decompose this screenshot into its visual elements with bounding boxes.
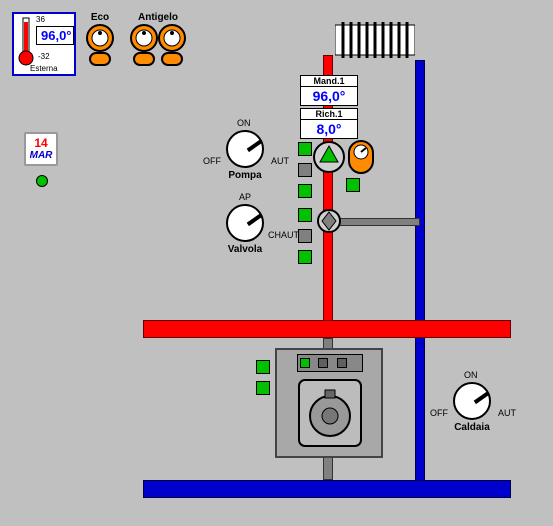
indicator-green <box>298 184 312 198</box>
valve-icon <box>316 208 342 234</box>
calendar-month: MAR <box>26 150 56 162</box>
caldaia-control[interactable]: ON OFF AUT Caldaia <box>432 370 512 433</box>
thermo-caption: Esterna <box>30 64 58 73</box>
radiator-icon <box>335 20 415 60</box>
pompa-knob[interactable] <box>226 130 264 168</box>
burner-unit <box>275 348 383 458</box>
rich-label: Rich.1 <box>301 109 357 120</box>
pump-indicator-group <box>298 142 312 203</box>
thermometer-icon <box>16 16 36 66</box>
pompa-label: Pompa <box>205 170 285 181</box>
cold-horizontal-pipe <box>143 480 511 498</box>
valvola-chaut-label: CHAUT <box>268 230 299 240</box>
valvola-control[interactable]: AP CHAUT Valvola <box>205 192 285 255</box>
thermo-value: 96,0° <box>37 27 73 44</box>
indicator-grey <box>298 163 312 177</box>
eco-label: Eco <box>85 12 115 23</box>
caldaia-aut-label: AUT <box>498 408 516 418</box>
indicator-green <box>256 381 270 395</box>
pump-icon <box>312 140 346 174</box>
mand-label: Mand.1 <box>301 76 357 87</box>
indicator-green <box>256 360 270 374</box>
valvola-knob[interactable] <box>226 204 264 242</box>
pompa-aut-label: AUT <box>271 156 289 166</box>
burner-led-grey <box>337 358 347 368</box>
valvola-label: Valvola <box>205 244 285 255</box>
thermometer-panel: 36 96,0° -32 Esterna <box>12 12 76 76</box>
status-led <box>36 175 48 187</box>
antigelo-label: Antigelo <box>128 12 188 23</box>
indicator-grey <box>298 229 312 243</box>
caldaia-knob[interactable] <box>453 382 491 420</box>
hot-horizontal-pipe <box>143 320 511 338</box>
thermo-scale-bottom: -32 <box>38 52 50 61</box>
rich-value: 8,0° <box>301 120 357 138</box>
antigelo-dial-icon <box>128 23 188 67</box>
caldaia-off-label: OFF <box>430 408 448 418</box>
caldaia-on-label: ON <box>464 370 478 380</box>
thermo-scale-top: 36 <box>36 15 45 24</box>
burner-led-green <box>300 358 310 368</box>
burner-led-grey <box>318 358 328 368</box>
valvola-ap-label: AP <box>239 192 251 202</box>
indicator-green <box>298 142 312 156</box>
actuator-icon <box>346 138 376 176</box>
mand-readout: Mand.1 96,0° <box>300 75 358 106</box>
valve-indicator-group <box>298 208 312 269</box>
pompa-off-label: OFF <box>203 156 221 166</box>
eco-dial-icon <box>85 23 115 67</box>
burner-icon <box>297 378 363 448</box>
eco-control[interactable]: Eco <box>85 12 115 72</box>
antigelo-control[interactable]: Antigelo <box>128 12 188 72</box>
pompa-on-label: ON <box>237 118 251 128</box>
calendar-widget[interactable]: 14 MAR <box>24 132 58 166</box>
indicator-green <box>298 208 312 222</box>
indicator-green <box>298 250 312 264</box>
rich-readout: Rich.1 8,0° <box>300 108 358 139</box>
mand-value: 96,0° <box>301 87 357 105</box>
pompa-control[interactable]: ON OFF AUT Pompa <box>205 118 285 181</box>
indicator-green <box>346 178 360 192</box>
calendar-day: 14 <box>26 136 56 150</box>
caldaia-label: Caldaia <box>432 422 512 433</box>
burner-indicator-group <box>256 360 270 400</box>
cold-vertical-pipe <box>415 60 425 485</box>
